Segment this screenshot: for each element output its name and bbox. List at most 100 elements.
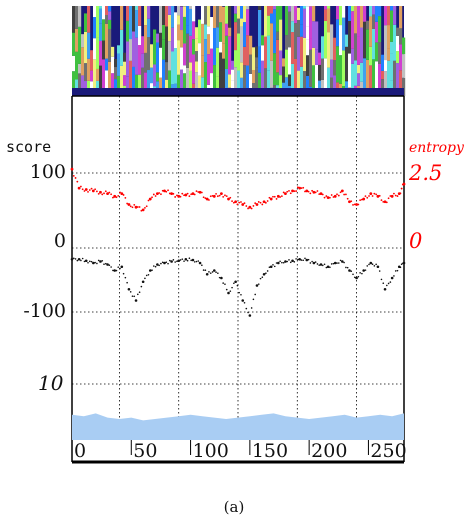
logo-letter [123,61,127,76]
entropy-point [91,189,95,193]
logo-letter [144,6,148,26]
logo-letter [243,22,247,47]
entropy-point [160,193,162,196]
score-series [70,257,406,317]
entropy-point [120,192,124,196]
logo-letter [129,39,133,61]
score-point [212,269,216,272]
entropy-point [382,200,385,203]
logo-letter [234,13,238,23]
logo-letter [270,23,274,61]
score-point [201,264,203,266]
score-point [83,260,86,263]
entropy-point [282,191,285,194]
logo-letter [141,36,145,54]
logo-letter [372,14,376,29]
logo-letter [339,6,343,26]
logo-letter [156,72,160,82]
score-point [92,261,95,265]
logo-letter [273,53,277,86]
score-point [293,261,296,263]
score-point [202,269,205,271]
entropy-point [250,207,253,210]
score-point [198,261,202,265]
logo-letter [126,76,130,96]
logo-letter [384,60,388,72]
logo-letter [99,23,103,41]
right-axis-ticks: 2.50 [408,161,442,253]
score-point [307,258,310,261]
score-point [369,261,373,265]
entropy-point [307,190,310,193]
score-point [400,263,403,266]
logo-letter [300,24,304,37]
score-point [151,269,153,271]
logo-letter [321,79,325,96]
logo-letter [180,30,184,48]
entropy-point [264,201,267,204]
score-point [288,259,290,261]
score-point [70,257,74,261]
logo-letter [369,65,373,96]
score-point [154,265,157,268]
entropy-point [279,196,281,198]
logo-letter [402,77,406,96]
entropy-point [141,208,145,212]
score-point [104,262,107,265]
score-point [215,271,217,273]
logo-letter [207,26,211,35]
logo-letter [342,6,346,18]
logo-letter [333,75,337,96]
score-point [211,271,214,273]
logo-letter [96,6,100,38]
entropy-point [336,193,338,196]
logo-letter [324,20,328,59]
logo-letter [336,6,340,20]
entropy-point [355,203,358,206]
logo-letter [186,6,190,26]
left-tick-label: -100 [23,300,66,322]
logo-letter [297,70,301,96]
logo-letter [243,46,247,66]
logo-letter [288,74,292,86]
logo-letter [102,40,106,60]
logo-letter [384,71,388,96]
entropy-point [198,190,202,194]
entropy-point [126,202,129,205]
entropy-point [152,193,155,196]
coverage-tick-label: 10 [38,371,64,395]
logo-letter [153,64,157,87]
logo-letter [72,55,76,72]
logo-letter [306,55,310,76]
entropy-point [131,206,134,209]
logo-letter [303,8,307,38]
logo-letter [294,23,298,59]
logo-letter [252,69,256,84]
score-point [319,263,323,266]
logo-letter [315,49,319,65]
gridlines [72,96,404,440]
logo-letter [180,59,184,70]
logo-letter [261,60,265,96]
entropy-point [375,193,378,196]
score-point [174,261,176,263]
entropy-point [167,189,169,192]
logo-letter [84,13,88,32]
score-point [291,259,294,263]
entropy-point [364,195,367,197]
score-point [314,261,317,263]
logo-letter [378,42,382,64]
logo-letter [237,70,241,96]
logo-letter [177,74,181,96]
entropy-point [170,192,174,196]
logo-letter [306,75,310,96]
logo-letter [201,77,205,96]
entropy-point [368,195,370,197]
logo-letter [168,14,172,42]
score-point [191,258,195,262]
score-point [167,262,169,265]
entropy-point [359,199,362,202]
entropy-point [115,196,118,199]
entropy-point [129,205,132,208]
x-tick-label: 0 [74,440,86,462]
